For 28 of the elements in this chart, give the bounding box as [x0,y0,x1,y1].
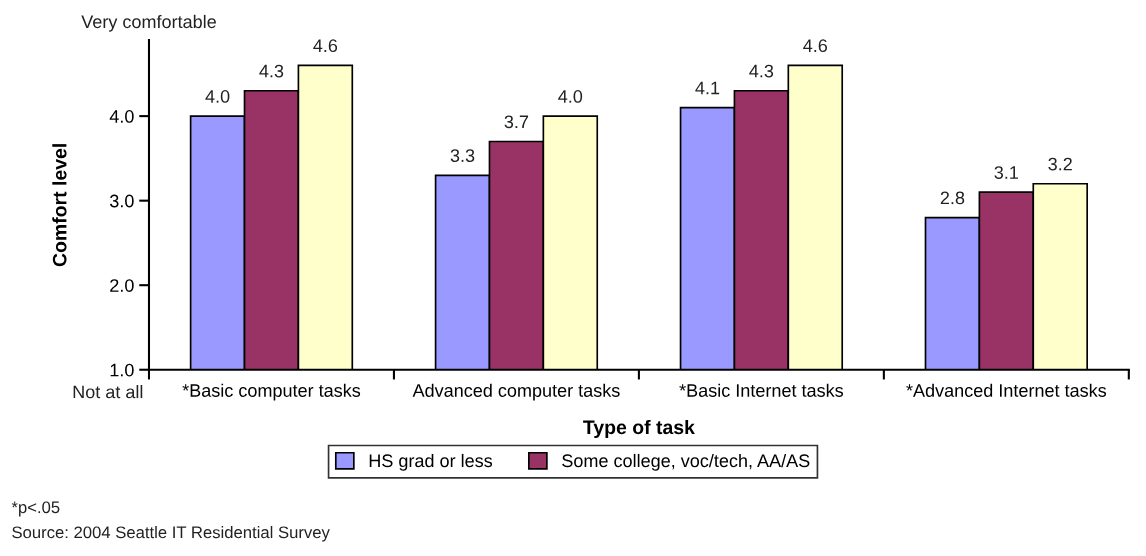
data-label: 3.2 [1048,157,1072,171]
data-label: 4.6 [803,39,828,53]
y-tick-label: 4.0 [109,110,134,123]
data-label: 4.1 [695,81,720,95]
x-tick-label: *Advanced Internet tasks [906,383,1107,397]
data-label: 4.0 [205,90,230,103]
y-tick-label: 1.0 [110,363,134,377]
x-tick-label: *Basic computer tasks [182,383,361,401]
y-axis-title: Comfort level [52,144,67,267]
source-note: Source: 2004 Seattle IT Residential Survey [12,525,330,542]
data-label: 3.7 [504,115,529,129]
data-label: 4.0 [558,90,583,103]
y-tick-label: 2.0 [110,279,134,292]
data-label: 4.3 [749,64,774,78]
text: *p<.05 [11,501,60,517]
data-label: 2.8 [940,191,965,205]
data-label: 3.3 [450,149,475,163]
data-label: 4.3 [259,64,284,78]
x-axis-title: Type of task [583,419,695,439]
x-tick-label: *Basic Internet tasks [679,383,844,397]
legend-label: Some college, voc/tech, AA/AS [562,453,810,471]
data-label: 4.6 [313,39,338,53]
data-label: 3.1 [994,166,1018,179]
text: Very comfortable [81,14,216,32]
legend-label: HS grad or less [369,453,493,471]
x-tick-label: Advanced computer tasks [412,383,620,401]
y-tick-label: 3.0 [109,194,134,208]
text: Not at all [73,385,143,399]
